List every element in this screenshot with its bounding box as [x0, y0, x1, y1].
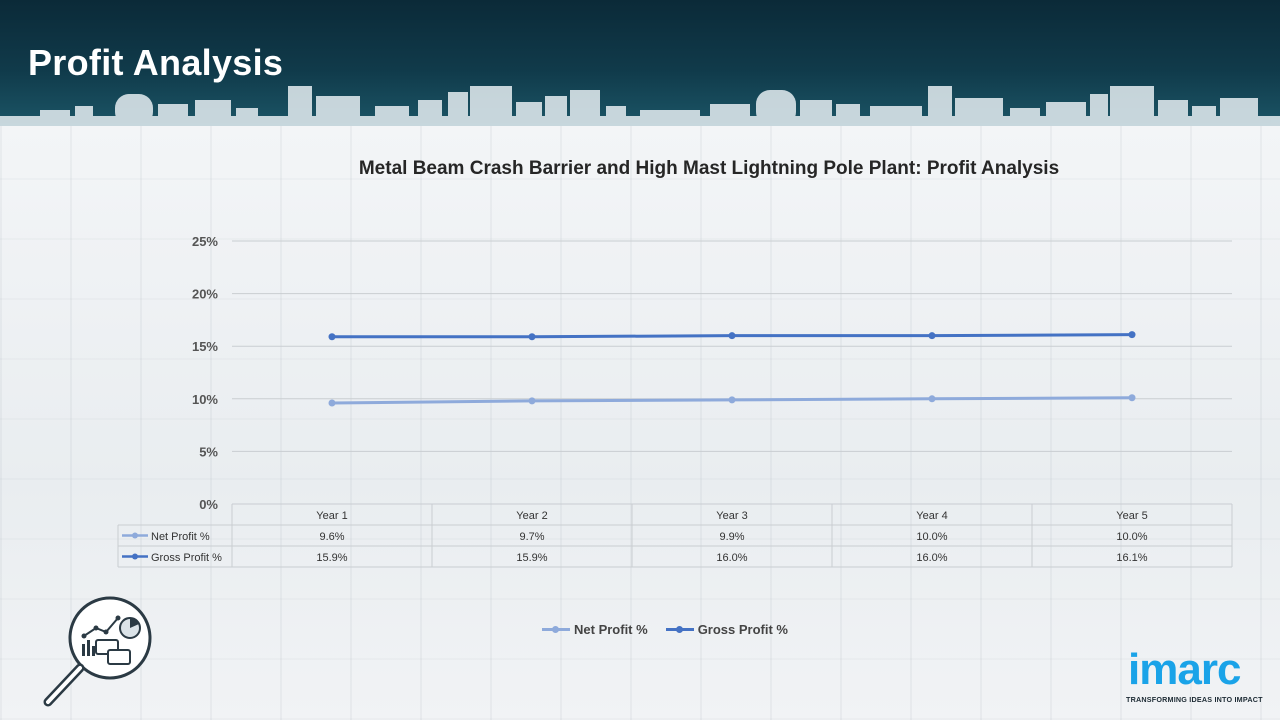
table-data-label: 10.0%: [1116, 531, 1147, 543]
table-data-label: 15.9%: [316, 552, 347, 564]
table-data-label: 15.9%: [516, 552, 547, 564]
table-data-label: 10.0%: [916, 531, 947, 543]
logo-wordmark: imarc: [1128, 645, 1241, 694]
table-data-label: 9.7%: [519, 531, 544, 543]
table-legend-marker: [132, 532, 138, 539]
legend-swatch-gross-profit: [665, 625, 694, 633]
data-point: [328, 333, 336, 341]
legend-label-net-profit: Net Profit %: [574, 622, 648, 637]
data-point: [928, 332, 936, 340]
legend-item-net-profit: Net Profit %: [542, 622, 648, 637]
background-image: [0, 126, 1280, 720]
y-tick-label: 0%: [199, 497, 218, 512]
logo-tagline: TRANSFORMING IDEAS INTO IMPACT: [1126, 695, 1263, 704]
table-data-label: 9.9%: [719, 531, 744, 543]
data-point: [528, 333, 536, 341]
table-data-label: 16.0%: [916, 552, 947, 564]
data-point: [328, 399, 336, 407]
data-point: [1128, 394, 1136, 402]
legend-item-gross-profit: Gross Profit %: [665, 622, 788, 637]
data-point: [1128, 331, 1136, 339]
y-tick-label: 15%: [192, 339, 218, 354]
magnifier-analytics-icon: [43, 596, 152, 707]
header-banner: Profit Analysis: [0, 0, 1280, 126]
data-point: [728, 332, 736, 340]
x-category-label: Year 5: [1116, 510, 1147, 522]
table-series-name: Net Profit %: [151, 531, 210, 543]
table-series-name: Gross Profit %: [151, 552, 222, 564]
y-tick-label: 20%: [192, 287, 218, 302]
data-point: [728, 396, 736, 404]
y-tick-label: 5%: [199, 444, 218, 459]
table-data-label: 9.6%: [319, 531, 344, 543]
chart-legend: Net Profit % Gross Profit %: [0, 622, 1280, 637]
data-point: [528, 397, 536, 405]
legend-swatch-net-profit: [542, 625, 571, 633]
imarc-logo: imarc TRANSFORMING IDEAS INTO IMPACT: [1126, 648, 1276, 710]
x-category-label: Year 4: [916, 510, 947, 522]
chart-title: Metal Beam Crash Barrier and High Mast L…: [358, 158, 1060, 179]
y-tick-label: 10%: [192, 392, 218, 407]
page-title: Profit Analysis: [28, 42, 284, 83]
legend-label-gross-profit: Gross Profit %: [697, 622, 788, 637]
y-tick-label: 25%: [192, 234, 218, 249]
x-category-label: Year 2: [516, 510, 547, 522]
data-point: [928, 395, 936, 403]
city-skyline: [0, 86, 1280, 126]
table-legend-marker: [132, 553, 138, 560]
x-category-label: Year 3: [716, 510, 747, 522]
x-category-label: Year 1: [316, 510, 347, 522]
table-data-label: 16.1%: [1116, 552, 1147, 564]
table-data-label: 16.0%: [716, 552, 747, 564]
